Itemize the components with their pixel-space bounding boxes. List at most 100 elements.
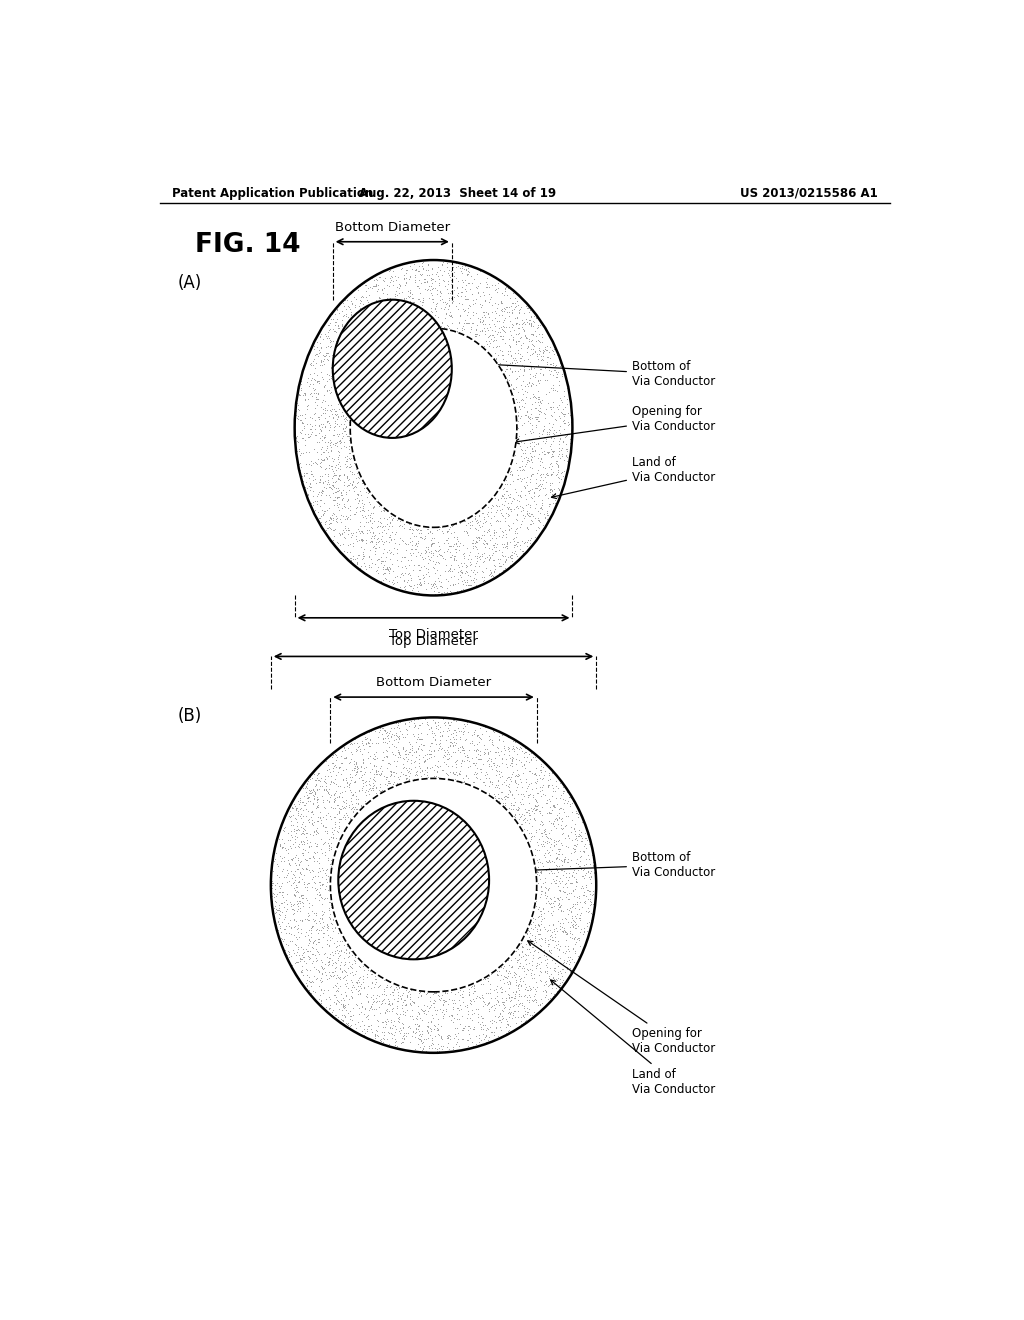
Point: [566, 838, 583, 859]
Point: [412, 520, 428, 541]
Point: [283, 896, 299, 917]
Point: [289, 392, 305, 413]
Point: [488, 533, 505, 554]
Point: [454, 282, 470, 304]
Point: [408, 756, 424, 777]
Point: [333, 809, 349, 830]
Point: [329, 508, 345, 529]
Point: [512, 399, 528, 420]
Point: [351, 490, 368, 511]
Point: [368, 987, 384, 1008]
Point: [544, 862, 560, 883]
Point: [514, 309, 530, 330]
Point: [481, 335, 498, 356]
Point: [341, 548, 357, 569]
Point: [554, 975, 570, 997]
Point: [438, 304, 455, 325]
Point: [547, 873, 563, 894]
Point: [400, 564, 417, 585]
Point: [553, 888, 569, 909]
Point: [430, 1018, 446, 1039]
Point: [279, 900, 295, 921]
Point: [438, 581, 455, 602]
Point: [313, 887, 330, 908]
Point: [413, 272, 429, 293]
Point: [578, 874, 594, 895]
Point: [442, 711, 459, 733]
Text: Land of
Via Conductor: Land of Via Conductor: [551, 979, 715, 1096]
Point: [334, 322, 350, 343]
Point: [556, 385, 572, 407]
Point: [339, 343, 355, 364]
Point: [530, 343, 547, 364]
Point: [329, 804, 345, 825]
Point: [330, 457, 346, 478]
Point: [550, 982, 566, 1003]
Point: [337, 929, 353, 950]
Point: [480, 750, 497, 771]
Point: [511, 807, 527, 828]
Point: [418, 259, 434, 280]
Point: [343, 549, 359, 570]
Point: [426, 528, 442, 549]
Point: [301, 467, 317, 488]
Point: [441, 560, 458, 581]
Point: [561, 424, 578, 445]
Point: [322, 318, 338, 339]
Point: [522, 312, 539, 333]
Point: [468, 1026, 484, 1047]
Point: [457, 298, 473, 319]
Point: [470, 281, 486, 302]
Point: [303, 352, 319, 374]
Point: [361, 767, 378, 788]
Point: [271, 882, 288, 903]
Point: [323, 908, 339, 929]
Point: [301, 426, 317, 447]
Point: [340, 1012, 356, 1034]
Point: [382, 302, 398, 323]
Point: [494, 319, 510, 341]
Point: [563, 882, 580, 903]
Point: [513, 793, 529, 814]
Point: [324, 895, 340, 916]
Point: [370, 1026, 386, 1047]
Point: [514, 793, 530, 814]
Point: [350, 975, 367, 997]
Point: [284, 894, 300, 915]
Point: [453, 721, 469, 742]
Point: [468, 752, 484, 774]
Point: [515, 808, 531, 829]
Point: [498, 277, 514, 298]
Point: [397, 1022, 414, 1043]
Point: [378, 768, 394, 789]
Point: [377, 321, 393, 342]
Point: [291, 453, 307, 474]
Point: [553, 850, 569, 871]
Point: [269, 909, 286, 931]
Point: [476, 335, 493, 356]
Point: [432, 733, 449, 754]
Point: [490, 787, 507, 808]
Point: [447, 734, 464, 755]
Point: [341, 438, 357, 459]
Point: [389, 290, 406, 312]
Point: [325, 474, 341, 495]
Point: [331, 441, 347, 462]
Point: [340, 488, 356, 510]
Point: [417, 306, 433, 327]
Point: [357, 771, 374, 792]
Point: [290, 818, 306, 840]
Point: [319, 850, 336, 871]
Point: [357, 756, 374, 777]
Point: [309, 789, 326, 810]
Point: [518, 780, 535, 801]
Point: [373, 552, 389, 573]
Point: [331, 449, 347, 470]
Point: [340, 334, 356, 355]
Point: [432, 545, 449, 566]
Point: [391, 774, 408, 795]
Point: [395, 268, 412, 289]
Point: [445, 729, 462, 750]
Point: [523, 358, 540, 379]
Point: [414, 313, 430, 334]
